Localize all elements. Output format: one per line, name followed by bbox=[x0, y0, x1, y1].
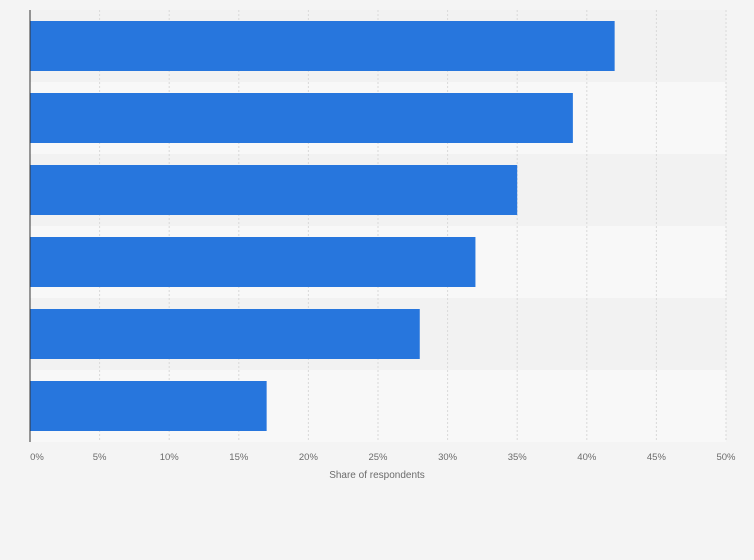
bar[interactable] bbox=[30, 237, 476, 287]
bar[interactable] bbox=[30, 165, 518, 215]
bar[interactable] bbox=[30, 309, 420, 359]
bar[interactable] bbox=[30, 21, 615, 71]
x-tick-label: 30% bbox=[438, 452, 458, 463]
x-tick-label: 10% bbox=[160, 452, 180, 463]
x-tick-label: 25% bbox=[368, 452, 388, 463]
x-tick-label: 45% bbox=[647, 452, 667, 463]
x-tick-label: 0% bbox=[30, 452, 44, 463]
x-axis-title: Share of respondents bbox=[329, 470, 425, 481]
x-tick-label: 40% bbox=[577, 452, 597, 463]
bars bbox=[30, 21, 615, 431]
gridlines bbox=[99, 10, 727, 442]
x-tick-label: 35% bbox=[508, 452, 528, 463]
bar[interactable] bbox=[30, 381, 267, 431]
x-tick-label: 20% bbox=[299, 452, 319, 463]
x-tick-label: 50% bbox=[716, 452, 736, 463]
x-tick-label: 5% bbox=[93, 452, 107, 463]
bar[interactable] bbox=[30, 93, 573, 143]
x-tick-label: 15% bbox=[229, 452, 249, 463]
x-tick-labels: 0% 5% 10% 15% 20% 25% 30% 35% 40% 45% 50% bbox=[30, 452, 736, 463]
